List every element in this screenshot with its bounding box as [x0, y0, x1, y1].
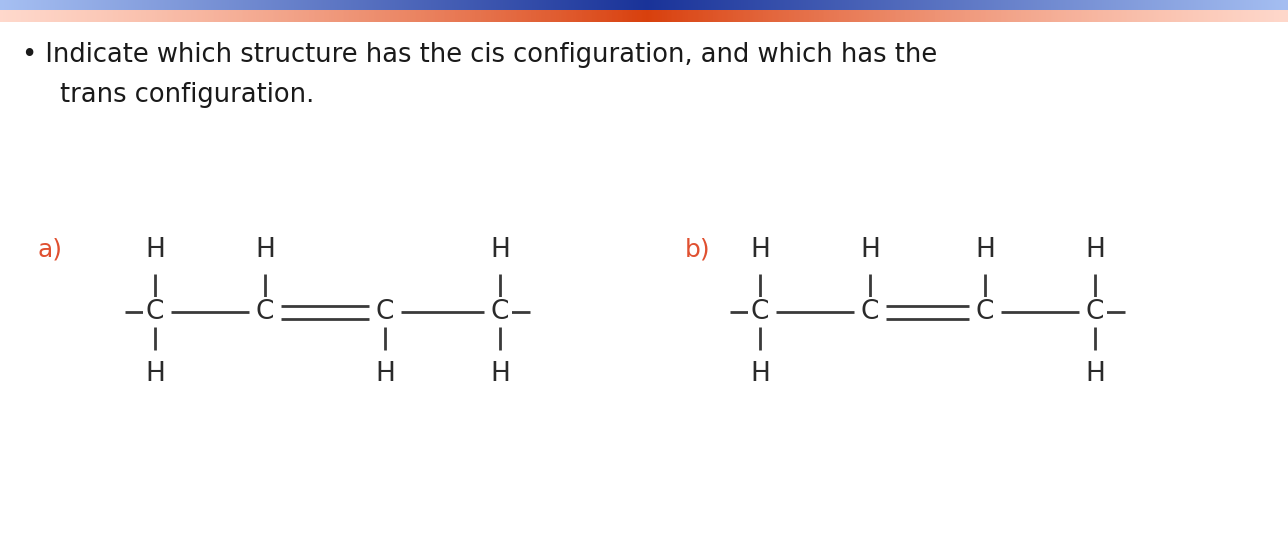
Text: H: H	[860, 237, 880, 263]
Text: C: C	[256, 299, 274, 325]
Text: C: C	[376, 299, 394, 325]
Text: H: H	[1084, 237, 1105, 263]
Text: H: H	[750, 361, 770, 387]
Text: • Indicate which structure has the cis configuration, and which has the: • Indicate which structure has the cis c…	[22, 42, 938, 68]
Text: C: C	[976, 299, 994, 325]
Text: H: H	[146, 361, 165, 387]
Text: H: H	[489, 361, 510, 387]
Text: C: C	[1086, 299, 1104, 325]
Text: H: H	[255, 237, 274, 263]
Text: a): a)	[39, 238, 63, 262]
Text: C: C	[751, 299, 769, 325]
Text: H: H	[146, 237, 165, 263]
Text: C: C	[860, 299, 880, 325]
Text: b): b)	[685, 238, 711, 262]
Text: H: H	[375, 361, 395, 387]
Text: C: C	[146, 299, 164, 325]
Text: H: H	[489, 237, 510, 263]
Text: H: H	[1084, 361, 1105, 387]
Text: trans configuration.: trans configuration.	[61, 82, 314, 108]
Text: C: C	[491, 299, 509, 325]
Text: H: H	[750, 237, 770, 263]
Text: H: H	[975, 237, 994, 263]
